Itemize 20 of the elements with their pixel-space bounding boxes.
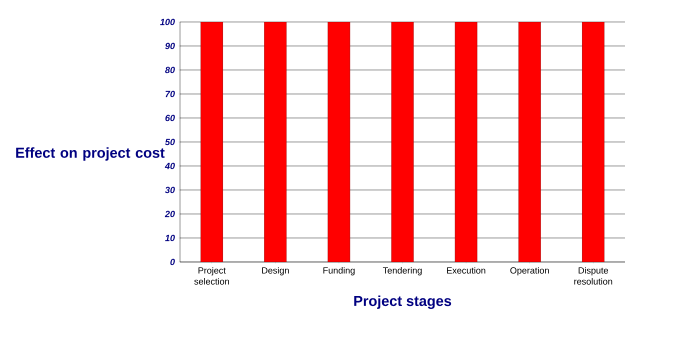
x-tick-label: Design xyxy=(262,267,289,276)
y-tick-label: 10 xyxy=(165,234,175,242)
x-tick-label: Execution xyxy=(447,267,486,274)
x-tick-label: Project selection xyxy=(194,267,229,285)
y-tick-label: 80 xyxy=(165,66,175,74)
y-tick-label: 70 xyxy=(166,90,175,98)
y-tick-label: 90 xyxy=(165,42,175,50)
y-tick-label: 40 xyxy=(164,162,175,170)
y-tick-label: 30 xyxy=(165,186,175,194)
y-tick-label: 20 xyxy=(164,210,175,218)
x-tick-label: Dispute resolution xyxy=(574,267,612,285)
y-tick-label: 60 xyxy=(165,114,175,122)
x-tick-label: Operation xyxy=(510,267,549,276)
y-tick-label: 0 xyxy=(170,258,175,266)
x-axis-title: Project stages xyxy=(354,296,452,309)
y-axis-title: Effect on project cost xyxy=(16,147,165,161)
y-tick-label: 50 xyxy=(165,138,175,146)
x-tick-label: Funding xyxy=(323,267,355,276)
y-tick-label: 100 xyxy=(160,18,175,26)
x-tick-label: Tendering xyxy=(382,267,422,276)
